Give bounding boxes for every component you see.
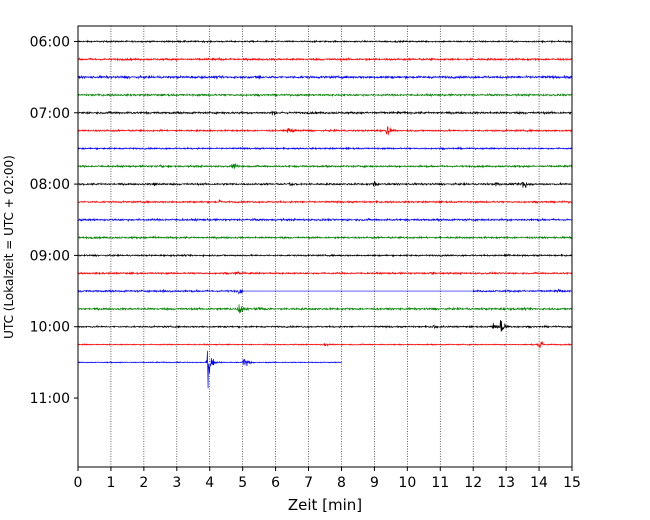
x-tick-label: 1: [106, 475, 115, 491]
x-tick-label: 10: [398, 475, 416, 491]
x-tick-label: 2: [139, 475, 148, 491]
y-tick-label: 06:00: [30, 34, 70, 50]
trace-line: [77, 162, 573, 170]
trace-line: [77, 126, 573, 136]
y-ticks: 06:00 07:00 08:00 09:00 10:00 11:00: [30, 34, 78, 407]
y-tick-label: 08:00: [30, 177, 70, 193]
x-tick-label: 11: [431, 475, 449, 491]
trace-line: [77, 39, 573, 44]
x-tick-label: 5: [238, 475, 247, 491]
y-tick-label: 09:00: [30, 248, 70, 264]
trace-lines: [77, 39, 573, 389]
x-tick-label: 12: [464, 475, 482, 491]
x-tick-label: 4: [205, 475, 214, 491]
trace-line: [77, 110, 573, 116]
trace-line: [77, 288, 573, 295]
trace-line: [77, 235, 573, 240]
y-tick-label: 07:00: [30, 106, 70, 122]
trace-line: [77, 217, 573, 223]
trace-line: [77, 74, 573, 80]
x-tick-label: 13: [497, 475, 515, 491]
trace-line: [77, 253, 573, 258]
plot-frame: [77, 25, 573, 468]
x-tick-label: 3: [172, 475, 181, 491]
x-tick-label: 14: [530, 475, 548, 491]
trace-line: [77, 199, 573, 205]
x-tick-label: 8: [337, 475, 346, 491]
y-tick-label: 11:00: [30, 391, 70, 407]
trace-line: [77, 92, 573, 98]
trace-line: [77, 180, 573, 188]
trace-line: [77, 304, 573, 314]
x-axis-label: Zeit [min]: [288, 496, 362, 514]
x-tick-label: 9: [370, 475, 379, 491]
trace-line: [77, 270, 573, 276]
y-axis-label: UTC (Lokalzeit = UTC + 02:00): [2, 155, 16, 339]
x-tick-label: 15: [563, 475, 581, 491]
trace-line: [77, 146, 573, 151]
trace-line: [77, 341, 573, 348]
grid-lines: [110, 26, 540, 467]
x-tick-label: 7: [304, 475, 313, 491]
trace-line: [77, 350, 342, 389]
y-tick-label: 10:00: [30, 320, 70, 336]
x-ticks: 0 1 2 3 4 5 6 7 8 9 10 11 12 13 14 15: [74, 467, 581, 491]
trace-line: [77, 320, 573, 332]
trace-line: [77, 56, 573, 62]
x-tick-label: 0: [74, 475, 83, 491]
x-tick-label: 6: [271, 475, 280, 491]
